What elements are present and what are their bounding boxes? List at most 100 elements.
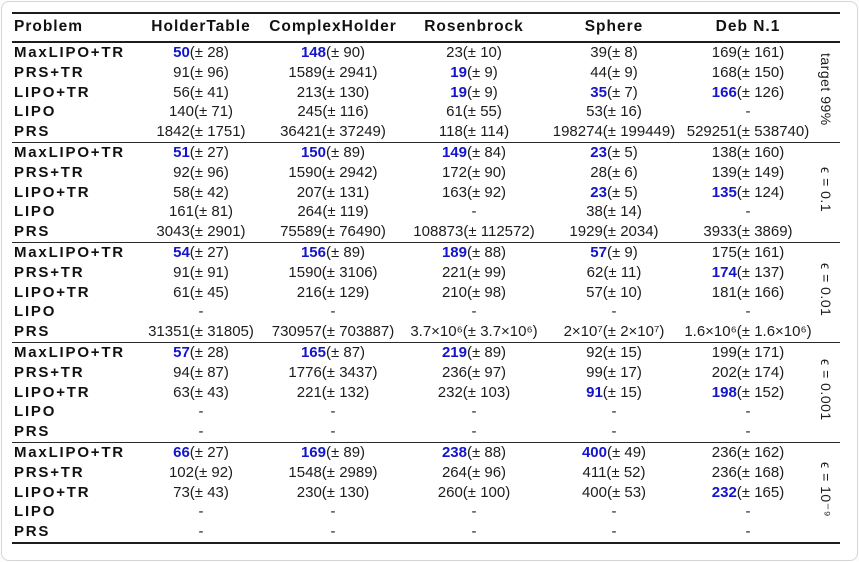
value: 172 [441,163,467,181]
error-margin: (± 15) [602,383,642,401]
value-cell: - [684,522,812,543]
table-row: MaxLIPO+TR 54(± 27) 156(± 89) 189(± 88) 57(±… [12,242,840,316]
method-label: LIPO+TR [14,183,91,201]
value-cell: 1590(± 3106) [262,263,404,283]
value-cell: 63(± 43) [140,383,262,403]
value-cell: 102(± 92) [140,463,262,483]
error-margin: (± 96) [189,63,229,81]
value-cell: - [684,422,812,442]
error-margin: (± 152) [736,383,785,401]
value: - [611,503,617,521]
error-margin: (± 42) [189,183,229,201]
error-margin: (± 174) [736,363,785,381]
value-cell: 61(± 55) [404,102,544,122]
method-label: PRS [14,123,51,141]
value: - [198,423,204,441]
error-margin: (± 137) [736,263,785,281]
error-margin: (± 87) [325,343,366,361]
table-row: LIPO+TR 63(± 43) 221(± 132) 232(± 103) 91(± … [12,383,840,403]
error-margin: (± 10) [462,44,502,61]
value-cell: 91(± 15) [544,383,684,403]
column-header-problem: Problem [14,18,84,35]
value: 198274 [552,123,603,141]
best-value: 54 [173,243,190,261]
table-section-3: MaxLIPO+TR 54(± 27) 156(± 89) 189(± 88) 57(±… [12,242,840,342]
value: 232 [437,383,463,401]
error-margin: (± 2×10⁷) [602,323,665,341]
value-cell: 3933(± 3869) [684,222,812,242]
error-margin: (± 45) [189,283,229,301]
value-cell: 56(± 41) [140,83,262,103]
error-margin: (± 3437) [321,363,378,381]
best-value: 219 [441,343,467,361]
value: - [471,523,477,541]
value: - [330,423,336,441]
best-value: 91 [586,383,603,401]
value-cell: - [404,202,544,222]
best-value: 238 [441,443,467,461]
error-margin: (± 96) [466,463,507,481]
value-cell: 75589(± 76490) [262,222,404,242]
value-cell: 400(± 53) [544,483,684,503]
error-margin: (± 2989) [321,463,378,481]
value-cell: 135(± 124) [684,183,812,203]
value-cell: - [684,502,812,522]
value: 62 [586,263,604,281]
error-margin: (± 89) [466,343,507,361]
error-margin: (± 17) [602,363,642,381]
value-cell: 236(± 168) [684,463,812,483]
table-row: PRS 1842(± 1751) 36421(± 37249) 118(± 114) 1… [12,122,840,142]
value: 118 [438,123,463,141]
method-label: LIPO [14,403,57,421]
error-margin: (± 14) [602,203,642,221]
value-cell: 169(± 89) [262,442,404,462]
value: 181 [711,283,737,301]
method-label: LIPO [14,203,57,221]
error-margin: (± 168) [736,463,785,481]
error-margin: (± 27) [189,143,229,161]
value: 207 [296,183,322,201]
value: - [745,203,751,221]
value: 23 [446,44,463,61]
value: - [198,503,204,521]
error-margin: (± 1751) [189,123,246,141]
value-cell: - [262,502,404,522]
group-label: ϵ = 0.001 [818,358,834,421]
value-cell: 169(± 161) [684,42,812,63]
value: 138 [711,143,737,161]
error-margin: (± 2901) [189,223,246,241]
method-label: PRS+TR [14,363,85,381]
value-cell: 91(± 96) [140,63,262,83]
value-cell: 172(± 90) [404,163,544,183]
value: 102 [168,463,194,481]
group-label: ϵ = 10⁻⁹ [818,461,834,518]
value: 169 [711,44,737,61]
value-cell: - [544,522,684,543]
error-margin: (± 15) [602,343,642,361]
error-margin: (± 27) [189,243,229,261]
error-margin: (± 166) [736,283,785,301]
error-margin: (± 9) [606,63,638,81]
value: 56 [173,83,190,101]
best-value: 19 [450,63,467,81]
method-label: MaxLIPO+TR [14,243,125,261]
value: 221 [296,383,322,401]
table-row: LIPO - - - - - [12,502,840,522]
value-cell: 38(± 14) [544,202,684,222]
value: 3933 [703,223,737,241]
best-value: 66 [173,443,190,461]
error-margin: (± 131) [321,183,370,201]
value: - [471,403,477,421]
table-section-2: MaxLIPO+TR 51(± 27) 150(± 89) 149(± 84) 23(±… [12,142,840,242]
value-cell: 1589(± 2941) [262,63,404,83]
value: 161 [168,203,194,221]
value-cell: 139(± 149) [684,163,812,183]
value-cell: 28(± 6) [544,163,684,183]
value-cell: - [262,302,404,322]
value-cell: - [262,422,404,442]
best-value: 35 [590,83,607,101]
value: 57 [586,283,603,301]
value-cell: 2×10⁷(± 2×10⁷) [544,322,684,342]
error-margin: (± 28) [189,343,229,361]
